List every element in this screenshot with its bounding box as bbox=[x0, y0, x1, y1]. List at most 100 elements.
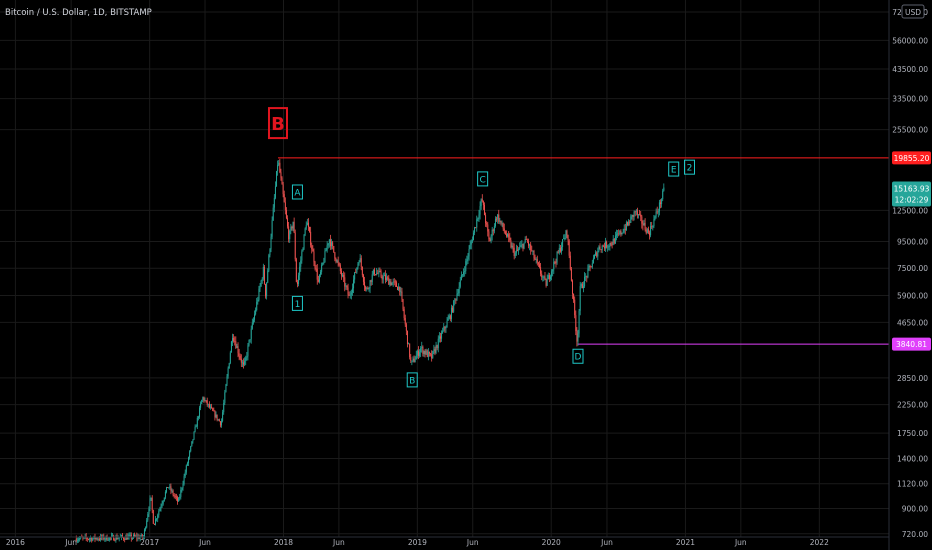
candle-body bbox=[558, 248, 560, 253]
candle-body bbox=[124, 538, 126, 540]
candle-body bbox=[479, 206, 481, 215]
candle-body bbox=[375, 274, 377, 276]
candle-body bbox=[296, 281, 298, 285]
candle-body bbox=[499, 220, 501, 222]
time-tick-label: 2019 bbox=[408, 538, 427, 547]
candle-body bbox=[395, 282, 397, 287]
candle-body bbox=[248, 339, 250, 346]
candle-body bbox=[125, 536, 127, 540]
candle-body bbox=[589, 266, 591, 267]
candle-body bbox=[470, 241, 472, 245]
candle-body bbox=[538, 264, 540, 268]
candle-body bbox=[221, 421, 223, 426]
price-axis[interactable]: 72000.0056000.0043500.0033500.0025500.00… bbox=[888, 0, 932, 550]
candle-body bbox=[423, 350, 425, 354]
candle-body bbox=[623, 228, 625, 233]
candle-body bbox=[246, 356, 248, 358]
candle-body bbox=[458, 286, 460, 294]
candle-body bbox=[128, 535, 130, 537]
candle-body bbox=[533, 250, 535, 259]
candle-body bbox=[496, 218, 498, 220]
candle-body bbox=[172, 490, 174, 495]
candle-body bbox=[354, 272, 356, 280]
candle-body bbox=[616, 234, 618, 236]
candle-body bbox=[320, 271, 322, 275]
candle-body bbox=[295, 259, 297, 282]
candle-body bbox=[614, 235, 616, 244]
candle-body bbox=[164, 491, 166, 498]
candle-body bbox=[348, 294, 350, 296]
candle-body bbox=[460, 275, 462, 281]
candle-body bbox=[180, 489, 182, 497]
candle-body bbox=[512, 245, 514, 248]
candle-body bbox=[408, 343, 410, 345]
candle-body bbox=[359, 258, 361, 263]
candle-body bbox=[436, 345, 438, 349]
candle-body bbox=[445, 327, 447, 329]
candle-body bbox=[500, 220, 502, 224]
candle-body bbox=[252, 319, 254, 323]
candle-body bbox=[420, 348, 422, 353]
candle-body bbox=[276, 171, 278, 187]
candle-body bbox=[485, 215, 487, 224]
candle-body bbox=[383, 275, 385, 277]
candle-body bbox=[364, 281, 366, 287]
candle-body bbox=[316, 268, 318, 280]
candle-body bbox=[434, 349, 436, 353]
time-tick-label: 2020 bbox=[542, 538, 561, 547]
candle-body bbox=[86, 537, 88, 540]
candle-body bbox=[325, 250, 327, 252]
candle-body bbox=[278, 162, 280, 165]
candle-body bbox=[229, 352, 231, 364]
candle-body bbox=[317, 279, 319, 282]
candle-body bbox=[414, 359, 416, 363]
candle-body bbox=[511, 245, 513, 248]
currency-button[interactable]: USD bbox=[901, 4, 925, 19]
candle-body bbox=[289, 231, 291, 240]
candle-body bbox=[216, 414, 218, 420]
candle-body bbox=[272, 207, 274, 221]
candle-body bbox=[643, 222, 645, 226]
candle-body bbox=[379, 271, 381, 272]
candle-body bbox=[580, 284, 582, 287]
candle-body bbox=[306, 222, 308, 226]
candle-body bbox=[193, 431, 195, 440]
candle-body bbox=[601, 245, 603, 250]
candle-body bbox=[262, 267, 264, 279]
candle-body bbox=[80, 536, 82, 539]
candle-body bbox=[465, 261, 467, 272]
candle-body bbox=[541, 273, 543, 277]
candle-body bbox=[109, 537, 111, 538]
candle-body bbox=[217, 419, 219, 421]
candle-body bbox=[600, 249, 602, 251]
candle-body bbox=[212, 408, 214, 411]
candle-body bbox=[453, 300, 455, 312]
candle-body bbox=[311, 245, 313, 250]
candle-body bbox=[577, 333, 579, 342]
candle-body bbox=[186, 462, 188, 466]
candle-body bbox=[300, 260, 302, 267]
candle-body bbox=[258, 288, 260, 300]
candle-body bbox=[523, 242, 525, 249]
candle-body bbox=[588, 266, 590, 269]
price-tick-label: 12500.00 bbox=[892, 206, 928, 215]
candle-body bbox=[399, 286, 401, 293]
candle-body bbox=[483, 204, 485, 216]
candle-body bbox=[218, 419, 220, 422]
candle-body bbox=[431, 354, 433, 359]
candle-body bbox=[366, 288, 368, 290]
time-axis[interactable]: 2016 Jun 2017 Jun 2018 Jun 2019 Jun 2020 Jun 2021 J… bbox=[0, 536, 889, 547]
wave-box bbox=[668, 161, 680, 177]
candle-body bbox=[192, 439, 194, 442]
major-wave-box bbox=[267, 107, 288, 140]
candle-body bbox=[279, 162, 281, 173]
price-tag-label: 3840.81 bbox=[896, 340, 927, 349]
candle-body bbox=[213, 410, 215, 412]
candle-body bbox=[456, 293, 458, 300]
candle-body bbox=[115, 536, 117, 541]
candle-body bbox=[644, 222, 646, 230]
candle-body bbox=[298, 275, 300, 285]
candle-body bbox=[532, 250, 534, 252]
candle-body bbox=[404, 317, 406, 325]
